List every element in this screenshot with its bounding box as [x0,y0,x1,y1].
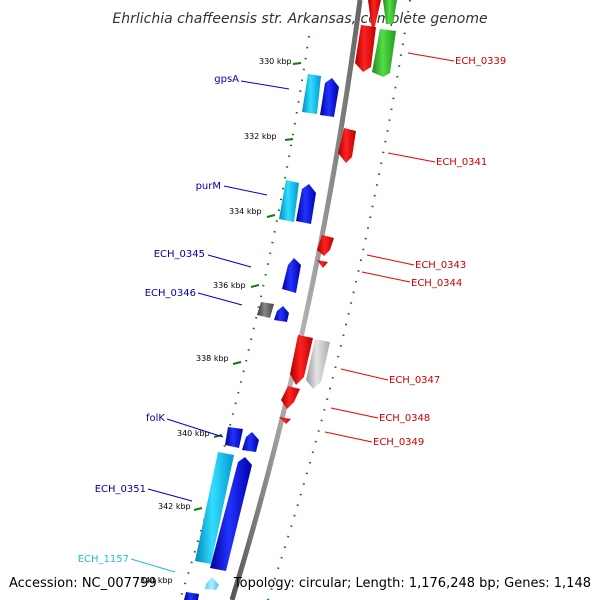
label-gpsA[interactable]: gpsA [214,74,239,85]
major-tick-334 [266,214,276,218]
gene-forward-f[interactable] [184,592,199,600]
label-ECH_0344[interactable]: ECH_0344 [411,278,462,289]
gene-reverse-top-a[interactable] [368,0,381,30]
leader-ECH_0345 [207,254,252,268]
leader-ECH_0339 [407,52,455,62]
major-tick-336 [250,284,260,288]
right-labels: ECH_0339 ECH_0341 ECH_0343 ECH_0344 ECH_… [373,56,506,448]
gene-ECH_1157[interactable] [205,577,219,590]
leader-ECH_0347 [340,368,389,381]
label-ECH_0349[interactable]: ECH_0349 [373,437,424,448]
tick-track-left [179,35,310,600]
label-folK[interactable]: folK [146,413,165,424]
gene-ECH_0346[interactable] [257,302,274,318]
label-purM[interactable]: purM [196,181,221,192]
reverse-genes [279,0,397,424]
label-ECH_0341[interactable]: ECH_0341 [436,157,487,168]
gene-ECH_0339-a[interactable] [355,25,376,72]
leader-gpsA [240,80,290,90]
major-tick-340 [213,434,223,438]
label-ECH_1157[interactable]: ECH_1157 [78,554,129,565]
label-ECH_0351[interactable]: ECH_0351 [95,484,146,495]
gene-forward-a[interactable] [320,78,339,117]
leader-ECH_0343 [366,254,415,266]
leader-ECH_0344 [361,271,411,283]
leader-ECH_0349 [324,431,373,443]
major-ticks [193,62,302,511]
tick-label-340: 340 kbp [177,429,210,438]
genome-title: Ehrlichia chaffeensis str. Arkansas, com… [112,11,487,27]
tick-label-338: 338 kbp [196,354,229,363]
leader-ECH_0346 [197,292,243,306]
gene-ECH_0351[interactable] [195,452,234,564]
gene-forward-e[interactable] [210,457,252,571]
gene-ECH_0349[interactable] [279,417,291,424]
gene-forward-c[interactable] [274,306,289,322]
tick-label-332: 332 kbp [244,132,277,141]
leader-ECH_0348 [330,407,379,419]
genome-backbone [229,0,363,600]
gene-forward-d[interactable] [242,432,259,452]
gene-gpsA[interactable] [302,74,321,114]
leader-ECH_0341 [387,152,436,163]
major-tick-342 [193,507,203,511]
leader-purM [223,185,268,196]
gene-ECH_0341[interactable] [338,128,356,163]
gene-folK[interactable] [225,427,243,448]
gene-ECH_0348[interactable] [281,386,300,409]
gene-reverse-g[interactable] [290,335,313,385]
tick-label-336: 336 kbp [213,281,246,290]
summary-text: Topology: circular; Length: 1,176,248 bp… [233,576,591,591]
forward-genes [184,74,339,600]
leader-ECH_0351 [147,488,193,502]
label-ECH_0346[interactable]: ECH_0346 [145,288,196,299]
gene-reverse-top-b[interactable] [383,0,397,24]
left-leaders [130,80,290,573]
tick-label-344: 344 kbp [140,576,173,585]
label-ECH_0345[interactable]: ECH_0345 [154,249,205,260]
gene-ECH_0343[interactable] [317,235,334,256]
gene-ECH_0345[interactable] [282,258,301,293]
major-tick-330 [292,62,302,65]
label-ECH_0347[interactable]: ECH_0347 [389,375,440,386]
left-labels: gpsA purM ECH_0345 ECH_0346 folK ECH_035… [78,74,239,565]
tick-labels: 330 kbp 332 kbp 334 kbp 336 kbp 338 kbp … [140,57,292,585]
tick-label-342: 342 kbp [158,502,191,511]
major-tick-332 [284,138,294,141]
major-tick-338 [232,361,242,365]
leader-folK [166,418,224,438]
label-ECH_0343[interactable]: ECH_0343 [415,260,466,271]
gene-purM[interactable] [279,180,299,222]
gene-ECH_0344[interactable] [317,260,328,268]
gene-ECH_0339[interactable] [372,29,396,77]
leader-ECH_1157 [130,558,176,573]
gene-forward-b[interactable] [296,184,316,224]
gene-ECH_0347[interactable] [306,339,330,389]
label-ECH_0339[interactable]: ECH_0339 [455,56,506,67]
accession-text: Accession: NC_007799 [9,576,157,591]
tick-label-334: 334 kbp [229,207,262,216]
label-ECH_0348[interactable]: ECH_0348 [379,413,430,424]
right-leaders [324,52,455,443]
tick-track-right [267,0,411,600]
tick-label-330: 330 kbp [259,57,292,66]
